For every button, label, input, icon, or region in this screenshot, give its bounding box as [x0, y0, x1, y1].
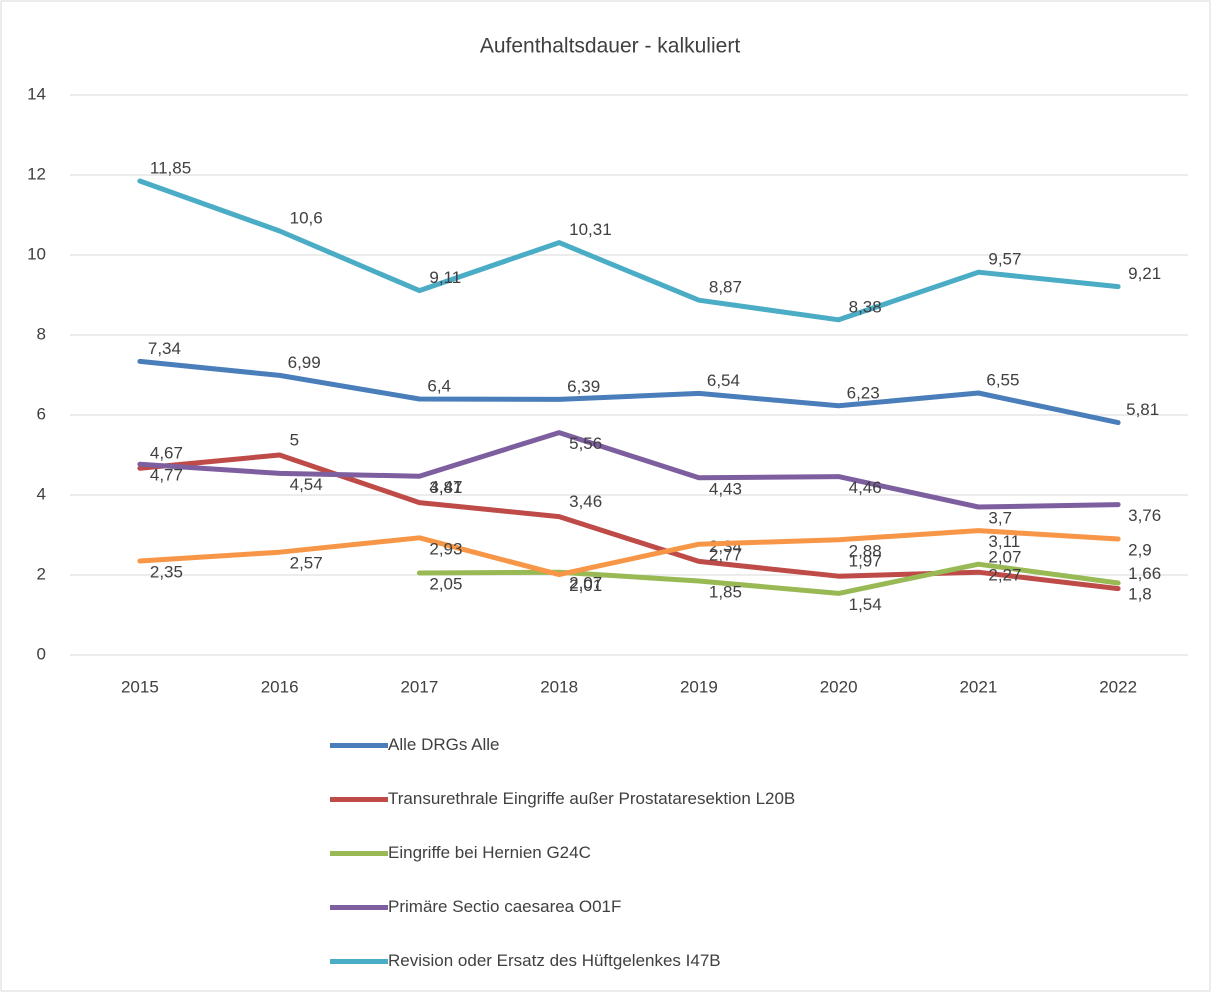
series-line [416, 561, 1121, 596]
series-line [137, 528, 1121, 578]
data-label: 4,46 [849, 478, 882, 497]
legend-entry: Eingriffe bei Hernien G24C [330, 840, 890, 866]
legend-label: Eingriffe bei Hernien G24C [388, 843, 591, 862]
legend-swatch [330, 797, 388, 802]
y-tick-label: 6 [37, 404, 46, 423]
data-label: 4,77 [150, 466, 183, 485]
legend-swatch [330, 743, 388, 748]
legend-swatch [330, 851, 388, 856]
legend-entry: Transurethrale Eingriffe außer Prostatar… [330, 786, 890, 812]
legend-entry: Alle DRGs Alle [330, 732, 890, 758]
data-label: 9,11 [429, 268, 461, 287]
legend-entry: Primäre Sectio caesarea O01F [330, 894, 890, 920]
legend-swatch [330, 905, 388, 910]
data-label: 5,81 [1126, 400, 1159, 419]
data-label: 5 [290, 430, 299, 449]
data-label: 2,77 [709, 546, 742, 565]
data-label: 6,99 [288, 353, 321, 372]
data-label: 6,54 [707, 371, 740, 390]
x-tick-label: 2018 [540, 677, 578, 696]
y-tick-label: 12 [27, 164, 46, 183]
data-label: 3,11 [988, 532, 1020, 551]
data-label: 4,54 [290, 475, 323, 494]
data-label: 2,01 [569, 576, 602, 595]
series-line [137, 430, 1121, 510]
y-tick-label: 2 [37, 564, 46, 583]
chart-title: Aufenthaltsdauer - kalkuliert [480, 35, 740, 58]
data-label: 1,66 [1128, 564, 1161, 583]
data-label: 2,9 [1128, 540, 1152, 559]
data-label: 6,23 [847, 383, 880, 402]
series-line [137, 178, 1121, 323]
data-label: 4,47 [429, 478, 462, 497]
legend-label: Alle DRGs Alle [388, 735, 500, 754]
data-label: 2,93 [429, 539, 462, 558]
data-label: 4,43 [709, 479, 742, 498]
y-tick-label: 8 [37, 324, 46, 343]
data-label: 6,39 [567, 377, 600, 396]
data-label: 10,31 [569, 220, 612, 239]
series-line [137, 452, 1121, 592]
legend-swatch [330, 959, 388, 964]
x-tick-label: 2021 [959, 677, 997, 696]
y-tick-label: 10 [27, 244, 46, 263]
data-label: 11,85 [150, 158, 191, 177]
data-label: 8,38 [849, 297, 882, 316]
data-label: 3,81 [429, 478, 462, 497]
data-label: 2,07 [988, 548, 1021, 567]
data-label: 1,8 [1128, 584, 1152, 603]
legend-entry: Revision oder Ersatz des Hüftgelenkes I4… [330, 948, 890, 974]
data-label: 7,34 [148, 339, 181, 358]
legend-label: Transurethrale Eingriffe außer Prostatar… [388, 789, 796, 808]
legend-label: Revision oder Ersatz des Hüftgelenkes I4… [388, 951, 721, 970]
x-tick-label: 2016 [261, 677, 299, 696]
data-label: 3,76 [1128, 506, 1161, 525]
data-label: 2,35 [150, 562, 183, 581]
data-label: 1,54 [849, 595, 882, 614]
data-label: 2,27 [988, 566, 1021, 585]
data-label: 5,56 [569, 434, 602, 453]
legend-label: Primäre Sectio caesarea O01F [388, 897, 622, 916]
data-label: 2,05 [429, 574, 462, 593]
x-tick-label: 2019 [680, 677, 718, 696]
y-tick-label: 0 [37, 644, 46, 663]
x-tick-label: 2015 [121, 677, 159, 696]
data-label: 1,85 [709, 582, 742, 601]
data-label: 10,6 [290, 208, 323, 227]
data-label: 2,57 [290, 554, 323, 573]
x-tick-label: 2022 [1099, 677, 1137, 696]
data-label: 2,88 [849, 541, 882, 560]
data-label: 3,7 [988, 508, 1012, 527]
data-label: 9,57 [988, 250, 1021, 269]
x-tick-label: 2017 [400, 677, 438, 696]
y-tick-label: 14 [27, 84, 46, 103]
data-label: 8,87 [709, 278, 742, 297]
data-label: 3,46 [569, 492, 602, 511]
x-tick-label: 2020 [820, 677, 858, 696]
data-label: 2,07 [569, 574, 602, 593]
data-label: 6,55 [986, 370, 1019, 389]
data-label: 1,97 [849, 552, 882, 571]
data-label: 4,67 [150, 444, 183, 463]
data-label: 6,4 [427, 376, 451, 395]
y-tick-label: 4 [37, 484, 46, 503]
data-label: 9,21 [1128, 264, 1161, 283]
series-line [137, 358, 1121, 426]
